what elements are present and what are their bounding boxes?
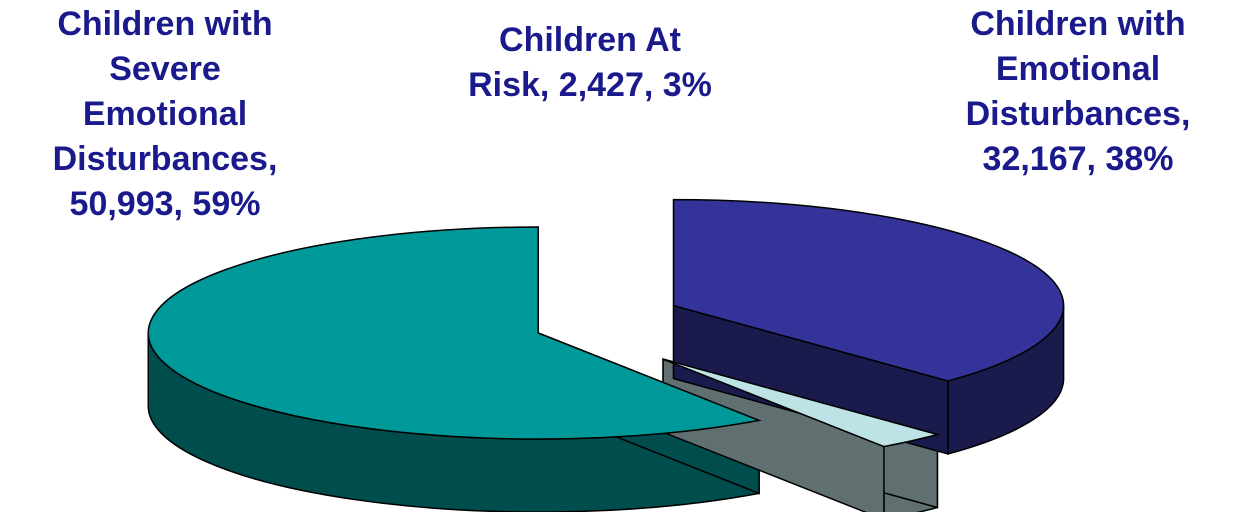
pie-slice-at-risk (662, 358, 941, 448)
pie-slice-emotional (672, 198, 1065, 382)
data-label-line: 32,167, 38% (982, 140, 1174, 178)
data-label-line: Emotional (82, 95, 248, 133)
data-label-line: Children with (57, 5, 273, 43)
data-label-emotional: Children with Emotional Disturbances, 32… (918, 2, 1238, 182)
data-label-line: Emotional (995, 50, 1161, 88)
data-label-severe: Children with Severe Emotional Disturban… (10, 2, 320, 227)
pie-slice-severe (147, 226, 762, 440)
data-label-line: 50,993, 59% (69, 185, 261, 223)
data-label-line: Children with (970, 5, 1186, 43)
data-label-at-risk: Children At Risk, 2,427, 3% (415, 18, 765, 108)
data-label-line: Risk, 2,427, 3% (468, 66, 712, 104)
data-label-line: Disturbances, (52, 140, 278, 178)
data-label-line: Severe (109, 50, 221, 88)
data-label-line: Disturbances, (965, 95, 1191, 133)
data-label-line: Children At (499, 21, 681, 59)
